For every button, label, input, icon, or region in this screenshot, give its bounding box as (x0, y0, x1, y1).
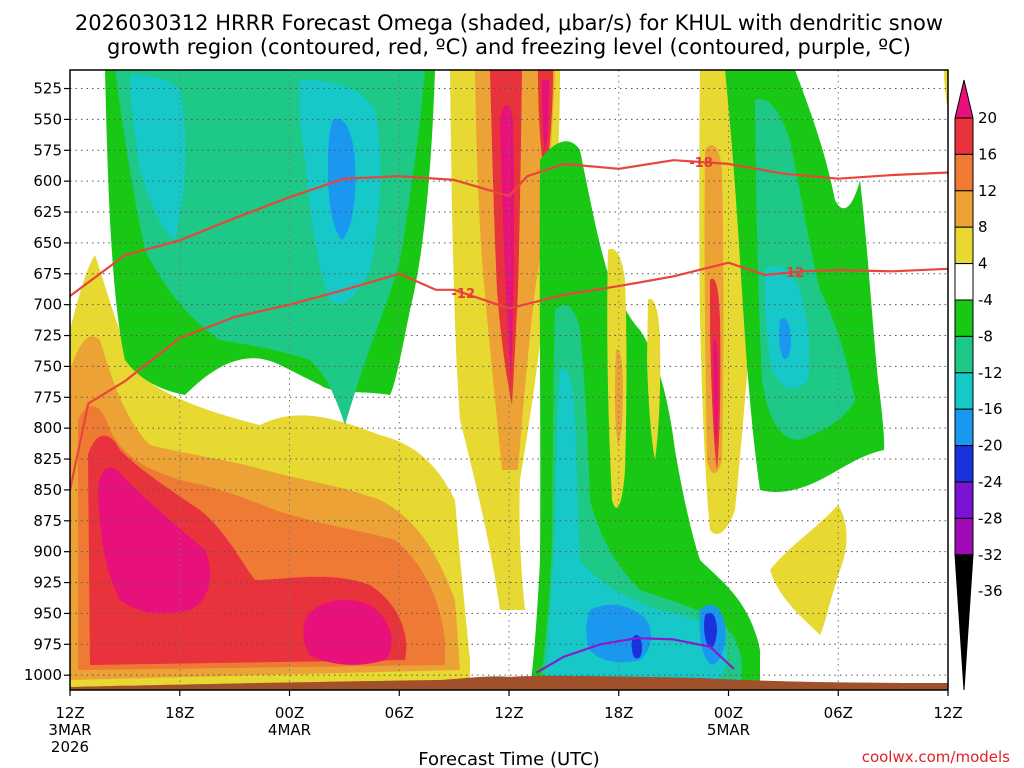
colorbar-band (954, 153, 974, 192)
colorbar-level-label: 8 (978, 218, 988, 236)
plot-area: -12 -12 -18 (70, 70, 948, 690)
y-tick-label: 725 (33, 327, 62, 345)
x-tick-label: 12Z (55, 704, 84, 722)
x-tick-label: 18Z (165, 704, 194, 722)
colorbar-band (954, 117, 974, 155)
colorbar-level-label: -20 (978, 437, 1003, 455)
y-tick-label: 575 (33, 141, 62, 159)
omega-region-yellow-upper-right-edge (944, 70, 948, 110)
colorbar-level-label: -4 (978, 291, 993, 309)
omega-region-magenta-left-1 (98, 467, 210, 613)
y-tick-label: 650 (33, 234, 62, 252)
x-tick-label: 06Z (385, 704, 414, 722)
colorbar-level-label: 16 (978, 145, 997, 163)
chart-title-line-2: growth region (contoured, red, ºC) and f… (107, 35, 911, 59)
x-tick-label: 00Z (275, 704, 304, 722)
contour-label-dgz-minus12: -12 (781, 266, 805, 281)
contour-label-dgz-minus12: -12 (452, 287, 476, 302)
colorbar-band (954, 190, 974, 228)
omega-region-cyan-center-right (545, 369, 727, 685)
contour-dgz-minus18 (70, 159, 948, 297)
chart-title-line-1: 2026030312 HRRR Forecast Omega (shaded, … (75, 11, 943, 35)
omega-region-magenta-left-2 (303, 600, 392, 665)
colorbar-level-label: -36 (978, 582, 1003, 600)
y-tick-label: 975 (33, 635, 62, 653)
omega-region-red-right-column (710, 80, 749, 470)
y-tick-label: 900 (33, 543, 62, 561)
y-tick-label: 675 (33, 265, 62, 283)
colorbar-level-label: -28 (978, 509, 1003, 527)
colorbar-level-label: -12 (978, 364, 1003, 382)
colorbar-band (954, 445, 974, 483)
y-tick-label: 800 (33, 419, 62, 437)
colorbar-level-label: -8 (978, 327, 993, 345)
colorbar-level-label: 4 (978, 255, 988, 273)
x-tick-date-label: 5MAR (707, 721, 750, 739)
colorbar-band (954, 226, 974, 265)
colorbar-band (954, 408, 974, 447)
y-tick-label: 600 (33, 172, 62, 190)
x-tick-label: 18Z (604, 704, 633, 722)
colorbar-level-label: 12 (978, 182, 997, 200)
y-tick-label: 950 (33, 604, 62, 622)
contour-freezing-level-0C (535, 637, 735, 674)
omega-region-blue-center-right (586, 604, 726, 665)
colorbar-level-label: -16 (978, 400, 1003, 418)
colorbar-band-bottom-arrow (954, 554, 974, 691)
colorbar-band (954, 372, 974, 410)
contour-dgz-minus12 (70, 261, 948, 491)
colorbar-band (954, 517, 974, 556)
x-tick-date-label: 3MAR (48, 721, 91, 739)
y-tick-label: 925 (33, 574, 62, 592)
omega-region-magenta-right-column (713, 339, 718, 445)
omega-region-blue-right (779, 318, 791, 360)
y-tick-label: 550 (33, 110, 62, 128)
x-tick-label: 06Z (824, 704, 853, 722)
omega-shading (70, 70, 948, 690)
omega-region-magenta-center (500, 80, 549, 380)
colorbar-band (954, 335, 974, 374)
colorbar-band (954, 481, 974, 519)
y-tick-label: 775 (33, 388, 62, 406)
y-axis: 525 550 575 600 625 650 675 700 725 750 775 800 825 8… (24, 80, 70, 684)
contours: -12 -12 -18 (70, 156, 948, 674)
colorbar-level-label: 20 (978, 109, 997, 127)
y-tick-label: 850 (33, 481, 62, 499)
y-tick-label: 750 (33, 357, 62, 375)
x-axis-title: Forecast Time (UTC) (418, 749, 599, 768)
y-tick-label: 875 (33, 512, 62, 530)
y-tick-label: 1000 (24, 666, 62, 684)
omega-region-orange-streak (614, 349, 623, 445)
colorbar-level-label: -24 (978, 473, 1003, 491)
omega-region-yellow-streak-2 (647, 299, 661, 460)
colorbar: 20 16 12 8 4 -4 -8 -12 -16 -20 -24 -28 -32 -36 (954, 79, 1003, 691)
y-tick-label: 625 (33, 203, 62, 221)
x-tick-label: 12Z (933, 704, 962, 722)
x-tick-label: 12Z (494, 704, 523, 722)
source-credit: coolwx.com/models (862, 748, 1010, 766)
x-tick-year-label: 2026 (51, 738, 89, 756)
y-tick-label: 700 (33, 296, 62, 314)
colorbar-band (954, 263, 974, 301)
y-tick-label: 525 (33, 80, 62, 98)
terrain (70, 675, 948, 690)
omega-region-yellow-lower-right (770, 505, 847, 635)
y-tick-label: 825 (33, 450, 62, 468)
grid (70, 70, 948, 690)
x-tick-date-label: 4MAR (268, 721, 311, 739)
colorbar-level-label: -32 (978, 546, 1003, 564)
colorbar-band (954, 299, 974, 337)
colorbar-band-top-arrow (954, 79, 974, 119)
omega-region-cyan-upper-left (130, 75, 381, 304)
x-tick-label: 00Z (714, 704, 743, 722)
contour-label-dgz-minus18: -18 (689, 156, 713, 171)
omega-region-darkblue-center-right (631, 612, 717, 659)
